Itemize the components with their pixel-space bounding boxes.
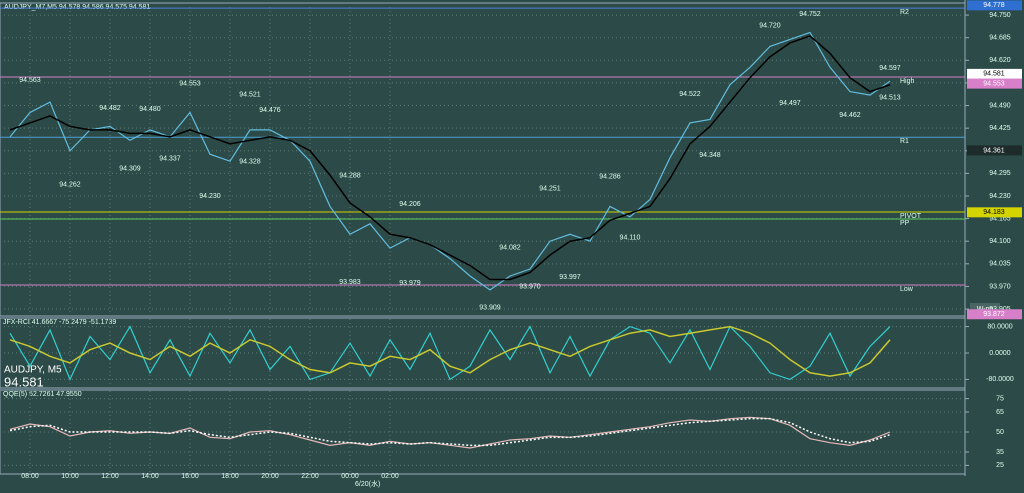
level-label: PP xyxy=(900,220,910,227)
x-tick-label: 20:00 xyxy=(261,473,279,480)
y-tick-label: 94.425 xyxy=(989,125,1011,132)
price-annotation: 94.230 xyxy=(199,193,221,200)
x-tick-label: 14:00 xyxy=(141,473,159,480)
y-tick-label: 75 xyxy=(996,396,1004,403)
y-tick-label: 25 xyxy=(996,462,1004,469)
price-annotation: 94.328 xyxy=(239,159,261,166)
price-annotation: 93.997 xyxy=(559,274,581,281)
series-line xyxy=(9,31,891,291)
level-label: R2 xyxy=(900,9,909,16)
level-label: PIVOT xyxy=(900,213,922,220)
price-box xyxy=(967,145,1022,156)
price-annotation: 94.462 xyxy=(839,112,861,119)
price-annotation: 93.909 xyxy=(479,304,501,311)
symbol: AUDJPY, M5 xyxy=(4,365,62,376)
y-tick-label: 35 xyxy=(996,449,1004,456)
y-tick-label: 50 xyxy=(996,429,1004,436)
series-line xyxy=(9,417,891,447)
series-line xyxy=(9,325,891,377)
y-tick-label: 94.620 xyxy=(989,57,1011,64)
price-annotation: 94.522 xyxy=(679,91,701,98)
y-tick-label: 94.685 xyxy=(989,35,1011,42)
price-box-label: 93.872 xyxy=(983,311,1005,318)
level-label: High xyxy=(900,78,915,85)
price-annotation: 94.309 xyxy=(119,165,141,172)
x-tick-label: 16:00 xyxy=(181,473,199,480)
price-box xyxy=(967,0,1022,11)
price-annotation: 94.720 xyxy=(759,22,781,29)
price-annotation: 94.251 xyxy=(539,186,561,193)
rci-title: JFX-RCI 41.6667 -75.2479 -51.1739 xyxy=(3,319,116,326)
y-tick-label: 94.165 xyxy=(989,215,1011,222)
price-box-label: 94.778 xyxy=(983,2,1005,9)
price-annotation: 93.970 xyxy=(519,283,541,290)
x-tick-label: 22:00 xyxy=(301,473,319,480)
y-tick-label: 65 xyxy=(996,409,1004,416)
price-box xyxy=(967,78,1022,89)
qqe-title: QQE(5) 52.7261 47.9550 xyxy=(3,391,82,398)
price-annotation: 94.513 xyxy=(879,94,901,101)
date-label: 6/20(水) xyxy=(355,479,380,488)
x-tick-label: 02:00 xyxy=(381,473,399,480)
price-box-label: 94.361 xyxy=(983,147,1005,154)
price-annotation: 94.348 xyxy=(699,152,721,159)
y-tick-label: 94.490 xyxy=(989,102,1011,109)
price-annotation: 94.262 xyxy=(59,182,81,189)
price-annotation: 94.480 xyxy=(139,106,161,113)
price-box-label: 94.581 xyxy=(983,71,1005,78)
badge-bg xyxy=(970,303,1000,314)
price-annotation: 94.082 xyxy=(499,244,521,251)
price-box xyxy=(967,207,1022,218)
price-box xyxy=(967,309,1022,320)
price-annotation: 94.497 xyxy=(779,100,801,107)
price-annotation: 94.476 xyxy=(259,107,281,114)
y-tick-label: 80.0000 xyxy=(987,323,1012,330)
y-tick-label: 0.0000 xyxy=(989,350,1011,357)
price-box-label: 94.553 xyxy=(983,80,1005,87)
price-annotation: 94.597 xyxy=(879,65,901,72)
price-box-label: 94.183 xyxy=(983,209,1005,216)
series-line xyxy=(9,35,891,281)
level-label: R1 xyxy=(900,138,909,145)
y-tick-label: -80.0000 xyxy=(986,376,1014,383)
last-price: 94.581 xyxy=(4,374,44,389)
x-tick-label: 00:00 xyxy=(341,473,359,480)
price-annotation: 94.482 xyxy=(99,105,121,112)
price-annotation: 94.288 xyxy=(339,173,361,180)
x-tick-label: 12:00 xyxy=(101,473,119,480)
y-tick-label: 94.295 xyxy=(989,170,1011,177)
y-tick-label: 94.100 xyxy=(989,238,1011,245)
y-tick-label: 94.230 xyxy=(989,193,1011,200)
price-annotation: 94.563 xyxy=(19,77,41,84)
header: AUDJPY_M7,M5 94.578 94.586 94.575 94.581 xyxy=(4,4,150,11)
price-annotation: 94.206 xyxy=(399,201,421,208)
series-line xyxy=(9,325,891,381)
x-tick-label: 18:00 xyxy=(221,473,239,480)
x-tick-label: 08:00 xyxy=(21,473,39,480)
price-annotation: 94.752 xyxy=(799,11,821,18)
price-box xyxy=(967,68,1022,79)
y-tick-label: 94.750 xyxy=(989,12,1011,19)
price-annotation: 94.337 xyxy=(159,156,181,163)
price-annotation: 94.521 xyxy=(239,92,261,99)
price-annotation: 93.979 xyxy=(399,280,421,287)
price-annotation: 93.983 xyxy=(339,279,361,286)
level-label: Low xyxy=(900,286,914,293)
price-annotation: 94.110 xyxy=(620,235,641,242)
y-tick-label: 94.035 xyxy=(989,261,1011,268)
price-annotation: 94.553 xyxy=(179,80,201,87)
price-annotation: 94.286 xyxy=(599,173,621,180)
x-tick-label: 10:00 xyxy=(61,473,79,480)
y-tick-label: 93.970 xyxy=(989,283,1011,290)
